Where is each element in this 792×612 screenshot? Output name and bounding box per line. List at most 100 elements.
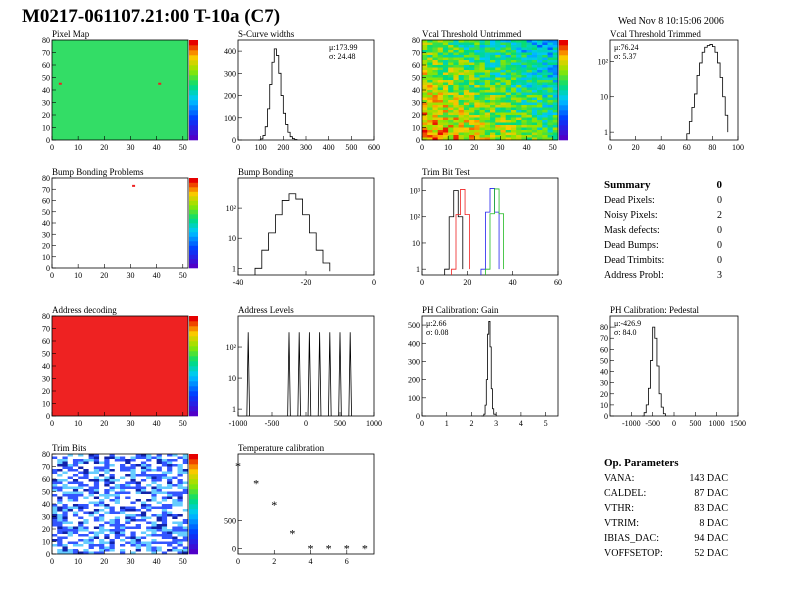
heatmap-cell [93,529,100,532]
heatmap-cell [495,77,501,81]
heatmap-cell [479,127,486,131]
heatmap-cell [120,481,126,485]
heatmap-cell [526,112,533,116]
heatmap-cell [114,549,121,552]
heatmap-cell [151,514,157,517]
heatmap-cell [88,514,95,517]
heatmap-cell [474,87,480,91]
heatmap-cell [474,92,480,96]
heatmap-cell [510,120,517,123]
heatmap-cell [505,77,512,81]
heatmap-cell [500,42,506,46]
heatmap-cell [463,120,470,123]
heatmap-cell [57,471,63,475]
heatmap-cell [448,92,454,96]
heatmap-cell [437,67,444,71]
heatmap-cell [67,466,74,470]
heatmap-cell [500,60,506,63]
heatmap-cell [72,526,79,530]
heatmap-cell [453,70,459,73]
stat-label: σ: 24.48 [329,52,356,61]
heatmap-cell [177,541,184,545]
heatmap-cell [88,479,95,482]
heatmap-cell [130,501,136,505]
heatmap-cell [83,484,89,487]
heatmap-cell [537,45,543,48]
heatmap-cell [542,105,548,108]
heatmap-cell [526,110,533,113]
heatmap-cell [521,127,527,131]
heatmap-cell [442,85,449,88]
heatmap-cell [537,57,543,61]
heatmap-cell [500,67,506,71]
heatmap-cell [57,484,63,487]
heatmap-cell [495,95,501,98]
x-tick-label: 1000 [366,419,382,428]
heatmap-cell [120,506,126,510]
x-tick-label: 20 [470,143,478,152]
heatmap-cell [495,110,501,113]
heatmap-cell [448,132,454,136]
heatmap-cell [167,541,173,545]
y-tick-label: 80 [42,450,50,459]
heatmap-cell [479,40,486,43]
heatmap-cell [57,464,63,467]
heatmap-cell [505,75,512,78]
heatmap-cell [83,519,89,522]
y-tick-label: 60 [42,197,50,206]
heatmap-cell [422,72,428,76]
heatmap-cell [458,100,465,103]
heatmap-cell [526,130,533,133]
heatmap-cell [432,90,438,93]
heatmap-cell [510,45,517,48]
y-tick-label: 0 [232,544,236,553]
heatmap-cell [135,519,142,522]
heatmap-cell [151,461,157,465]
heatmap-cell [516,102,522,106]
heatmap-cell [62,506,68,510]
heatmap-cell [72,461,79,465]
x-tick-label: 20 [632,143,640,152]
heatmap-cell [104,469,110,472]
heatmap-cell [167,549,173,552]
colorbar-segment [189,55,198,61]
heatmap-cell [458,42,465,46]
heatmap-cell [151,506,157,510]
heatmap-cell [479,132,486,136]
heatmap-cell [140,501,147,505]
heatmap-cell [422,90,428,93]
heatmap-cell [114,541,121,545]
heatmap-cell [135,501,142,505]
heatmap-cell [130,496,136,500]
heatmap-cell [146,524,152,527]
heatmap-cell [448,107,454,111]
heatmap-cell [521,55,527,58]
heatmap-cell [172,454,178,457]
summary-value: 3 [717,270,722,281]
heatmap-cell [442,127,449,131]
heatmap-cell [125,454,131,457]
heatmap-cell [109,496,116,500]
heatmap-cell [57,516,63,520]
heatmap-cell [161,494,168,497]
heatmap-cell [93,506,100,510]
heatmap-cell [521,137,527,141]
heatmap-cell [495,112,501,116]
heatmap-cell [135,454,142,457]
heatmap-cell [167,479,173,482]
heatmap-cell [67,499,74,502]
heatmap-cell [67,516,74,520]
heatmap-cell [542,110,548,113]
heatmap-cell [547,47,554,51]
heatmap-cell [177,496,184,500]
heatmap-cell [542,50,548,53]
heatmap-cell [146,479,152,482]
heatmap-cell [52,501,58,505]
y-tick-label: 20 [42,387,50,396]
heatmap-cell [490,95,496,98]
summary-row: Dead Pixels: 0 [604,193,722,208]
op-param-value: 94 DAC [694,533,728,544]
heatmap-cell [62,534,68,537]
heatmap-cell [521,92,527,96]
